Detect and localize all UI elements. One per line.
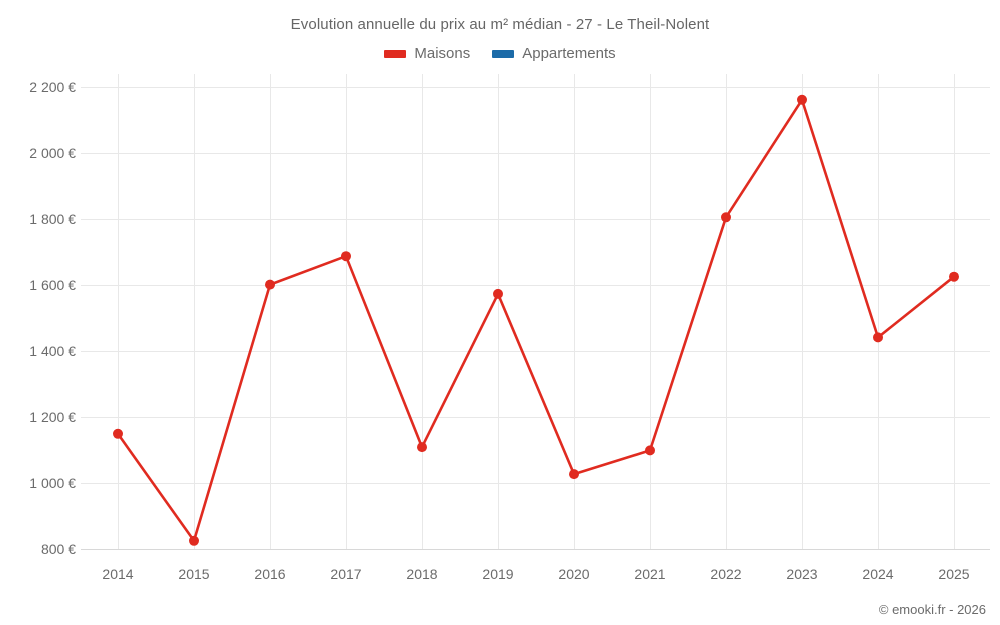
- x-tick-label-2022: 2022: [710, 566, 742, 582]
- plot-canvas: [81, 74, 990, 550]
- x-tick-label-2024: 2024: [862, 566, 894, 582]
- series-line-maisons: [116, 98, 956, 543]
- legend-swatch-maisons: [384, 49, 407, 58]
- legend-label-appartements: Appartements: [522, 45, 616, 62]
- data-point-maisons-2021[interactable]: [645, 445, 655, 456]
- chart-credit: © emooki.fr - 2026: [878, 602, 986, 617]
- chart-legend: Maisons Appartements: [0, 45, 1000, 62]
- y-tick-label: 2 000 €: [29, 145, 76, 162]
- data-point-maisons-2020[interactable]: [569, 469, 579, 480]
- legend-swatch-appartements: [492, 49, 515, 58]
- y-tick-label: 1 600 €: [29, 277, 76, 294]
- x-tick-label-2025: 2025: [938, 566, 970, 582]
- x-tick-label-2015: 2015: [178, 566, 210, 582]
- x-tick-label-2014: 2014: [102, 566, 134, 582]
- y-tick-label: 1 200 €: [29, 409, 76, 426]
- y-tick-label: 800 €: [40, 541, 76, 558]
- y-tick-label: 2 200 €: [29, 79, 76, 96]
- data-point-maisons-2025[interactable]: [949, 271, 959, 282]
- data-point-maisons-2019[interactable]: [493, 288, 503, 299]
- data-point-maisons-2022[interactable]: [721, 212, 731, 223]
- legend-label-maisons: Maisons: [414, 45, 471, 62]
- chart-title: Evolution annuelle du prix au m² médian …: [290, 16, 710, 33]
- plot-area: [81, 74, 990, 556]
- data-point-maisons-2014[interactable]: [113, 428, 123, 439]
- data-point-maisons-2024[interactable]: [873, 332, 883, 343]
- x-tick-label-2021: 2021: [634, 566, 666, 582]
- x-tick-label-2020: 2020: [558, 566, 590, 582]
- x-tick-label-2018: 2018: [406, 566, 438, 582]
- data-point-maisons-2023[interactable]: [797, 94, 807, 105]
- data-point-maisons-2015[interactable]: [189, 535, 199, 546]
- y-tick-label: 1 800 €: [29, 211, 76, 228]
- x-tick-label-2023: 2023: [786, 566, 818, 582]
- y-axis-tick-labels: 800 € 1 000 € 1 200 € 1 400 € 1 600 € 1 800 €…: [0, 0, 76, 625]
- data-point-maisons-2018[interactable]: [417, 442, 427, 453]
- y-tick-label: 1 400 €: [29, 343, 76, 360]
- data-point-maisons-2017[interactable]: [341, 251, 351, 262]
- legend-item-appartements[interactable]: Appartements: [492, 45, 616, 62]
- x-tick-label-2016: 2016: [254, 566, 286, 582]
- x-tick-label-2019: 2019: [482, 566, 514, 582]
- data-point-maisons-2016[interactable]: [265, 279, 275, 290]
- x-tick-label-2017: 2017: [330, 566, 362, 582]
- y-tick-label: 1 000 €: [29, 475, 76, 492]
- legend-item-maisons[interactable]: Maisons: [384, 45, 470, 62]
